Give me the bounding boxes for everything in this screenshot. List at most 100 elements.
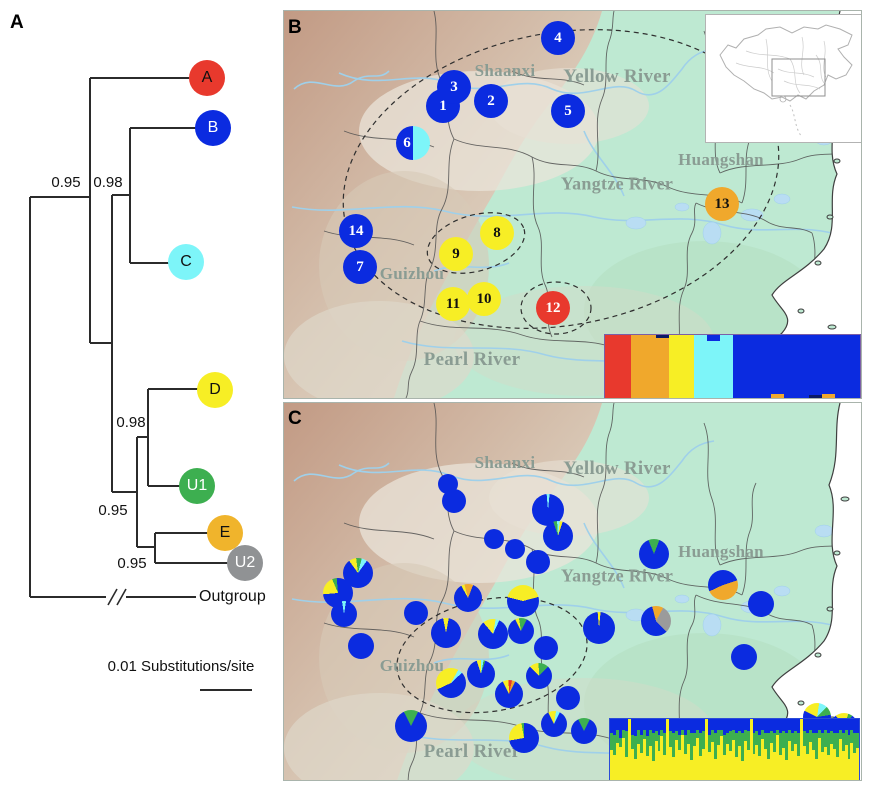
structure-bar (707, 719, 711, 780)
structure-bar (687, 719, 691, 780)
structure-bar (782, 719, 786, 780)
structure-bar (705, 719, 708, 780)
tree-taxon-A: A (189, 60, 225, 96)
structure-bar (610, 719, 613, 780)
pie-chart-4 (543, 521, 573, 551)
structure-bar (821, 335, 835, 398)
map-label-huangshan: Huangshan (678, 542, 764, 561)
map-label-guizhou: Guizhou (379, 264, 445, 283)
structure-bar (758, 719, 762, 780)
structure-bar (605, 335, 618, 398)
structure-bar (841, 719, 845, 780)
structure-bar (749, 719, 753, 780)
structure-bar (621, 719, 625, 780)
structure-bar (838, 719, 842, 780)
structure-bar (675, 719, 679, 780)
structure-bar (847, 719, 851, 780)
panel-b-map: B Shaanxi Yellow River Huangshan Yangtze Ri… (283, 10, 862, 399)
structure-bar (707, 335, 720, 398)
pie-chart-22 (478, 619, 508, 649)
structure-bar (802, 719, 806, 780)
structure-bar (657, 719, 661, 780)
pie-chart-24 (534, 636, 558, 660)
structure-bar (678, 719, 682, 780)
structure-bar (773, 719, 777, 780)
structure-bar (636, 719, 640, 780)
structure-bar (672, 719, 676, 780)
structure-bar (794, 719, 798, 780)
pie-chart-5 (484, 529, 504, 549)
pie-chart-25 (436, 668, 466, 698)
pie-chart-6 (505, 539, 525, 559)
pie-chart-30 (509, 723, 539, 753)
population-13: 13 (705, 187, 739, 221)
structure-bar (853, 719, 857, 780)
map-label-guizhou: Guizhou (379, 656, 445, 675)
support-value: 0.98 (93, 174, 123, 191)
pie-chart-32 (571, 718, 597, 744)
pie-chart-9 (708, 570, 738, 600)
structure-bar (681, 335, 695, 398)
population-9: 9 (439, 237, 473, 271)
pie-chart-17 (348, 633, 374, 659)
panel-a-label: A (10, 12, 24, 33)
structure-bar (648, 719, 652, 780)
structure-bar (847, 335, 860, 398)
structure-bar (797, 719, 800, 780)
structure-bar (767, 719, 771, 780)
structure-bar (823, 719, 827, 780)
structure-bar (826, 719, 830, 780)
population-8: 8 (480, 216, 514, 250)
structure-bar (716, 719, 720, 780)
map-label-shaanxi: Shaanxi (474, 61, 536, 80)
structure-bar (834, 335, 848, 398)
structure-bar (612, 719, 616, 780)
pie-chart-29 (526, 663, 552, 689)
structure-bar (820, 719, 824, 780)
structure-bar (752, 719, 756, 780)
structure-bar (844, 719, 848, 780)
pie-chart-16 (331, 601, 357, 627)
structure-bar (669, 719, 673, 780)
structure-bar (702, 719, 705, 780)
panel-c-label: C (288, 408, 302, 429)
pie-chart-10 (748, 591, 774, 617)
structure-bar (737, 719, 741, 780)
pie-chart-13 (731, 644, 757, 670)
tree-taxon-C: C (168, 244, 204, 280)
structure-bar (770, 719, 774, 780)
structure-bar (725, 719, 729, 780)
structure-bar (761, 719, 765, 780)
structure-bar (814, 719, 818, 780)
structure-bar (681, 719, 685, 780)
structure-bar (660, 719, 664, 780)
tree-taxon-U1: U1 (179, 468, 215, 504)
population-12: 12 (536, 291, 570, 325)
population-4: 4 (541, 21, 575, 55)
structure-bar (639, 719, 643, 780)
structure-bar (615, 719, 619, 780)
pie-chart-23 (508, 618, 534, 644)
structure-bar (850, 719, 854, 780)
structure-barplot-c (609, 718, 860, 780)
structure-bar (645, 719, 649, 780)
map-label-yellow-river: Yellow River (563, 458, 671, 479)
structure-bar (696, 719, 700, 780)
structure-bar (755, 719, 759, 780)
structure-bar (764, 719, 768, 780)
structure-bar (690, 719, 694, 780)
structure-bar (770, 335, 784, 398)
structure-bar (642, 719, 646, 780)
tree-taxon-D: D (197, 372, 233, 408)
structure-bar (663, 719, 667, 780)
structure-bar (808, 719, 812, 780)
structure-bar (734, 719, 738, 780)
structure-bar (731, 719, 735, 780)
tree-taxon-U2: U2 (227, 545, 263, 581)
population-7: 7 (343, 250, 377, 284)
tree-taxon-B: B (195, 110, 231, 146)
structure-bar (829, 719, 833, 780)
structure-bar (630, 335, 644, 398)
structure-bar (624, 719, 628, 780)
structure-bar (788, 719, 792, 780)
